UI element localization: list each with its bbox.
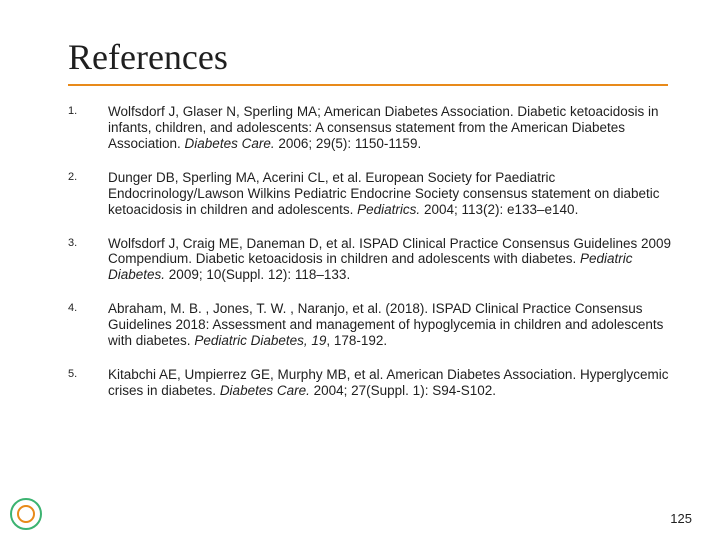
reference-list: 1. Wolfsdorf J, Glaser N, Sperling MA; A… [68, 104, 672, 399]
slide: References 1. Wolfsdorf J, Glaser N, Spe… [0, 0, 720, 540]
reference-item: 2. Dunger DB, Sperling MA, Acerini CL, e… [68, 170, 672, 218]
page-number: 125 [670, 511, 692, 526]
reference-journal: Diabetes Care. [220, 383, 310, 398]
reference-journal: Pediatrics. [357, 202, 420, 217]
reference-number: 1. [68, 104, 108, 117]
corner-ornament-icon [6, 482, 58, 534]
reference-text: Wolfsdorf J, Glaser N, Sperling MA; Amer… [108, 104, 672, 152]
reference-suffix: 2004; 113(2): e133–e140. [420, 202, 578, 217]
reference-journal: Pediatric Diabetes, 19 [194, 333, 326, 348]
reference-number: 5. [68, 367, 108, 380]
reference-number: 3. [68, 236, 108, 249]
reference-number: 2. [68, 170, 108, 183]
reference-journal: Diabetes Care. [185, 136, 275, 151]
reference-item: 3. Wolfsdorf J, Craig ME, Daneman D, et … [68, 236, 672, 284]
reference-suffix: , 178-192. [326, 333, 387, 348]
title-underline [68, 84, 668, 86]
reference-item: 4. Abraham, M. B. , Jones, T. W. , Naran… [68, 301, 672, 349]
reference-suffix: 2006; 29(5): 1150-1159. [275, 136, 422, 151]
reference-suffix: 2004; 27(Suppl. 1): S94-S102. [310, 383, 496, 398]
reference-text: Kitabchi AE, Umpierrez GE, Murphy MB, et… [108, 367, 672, 399]
reference-suffix: 2009; 10(Suppl. 12): 118–133. [165, 267, 350, 282]
reference-text: Abraham, M. B. , Jones, T. W. , Naranjo,… [108, 301, 672, 349]
reference-number: 4. [68, 301, 108, 314]
slide-title: References [68, 36, 672, 78]
reference-text: Wolfsdorf J, Craig ME, Daneman D, et al.… [108, 236, 672, 284]
reference-item: 5. Kitabchi AE, Umpierrez GE, Murphy MB,… [68, 367, 672, 399]
reference-text: Dunger DB, Sperling MA, Acerini CL, et a… [108, 170, 672, 218]
reference-item: 1. Wolfsdorf J, Glaser N, Sperling MA; A… [68, 104, 672, 152]
